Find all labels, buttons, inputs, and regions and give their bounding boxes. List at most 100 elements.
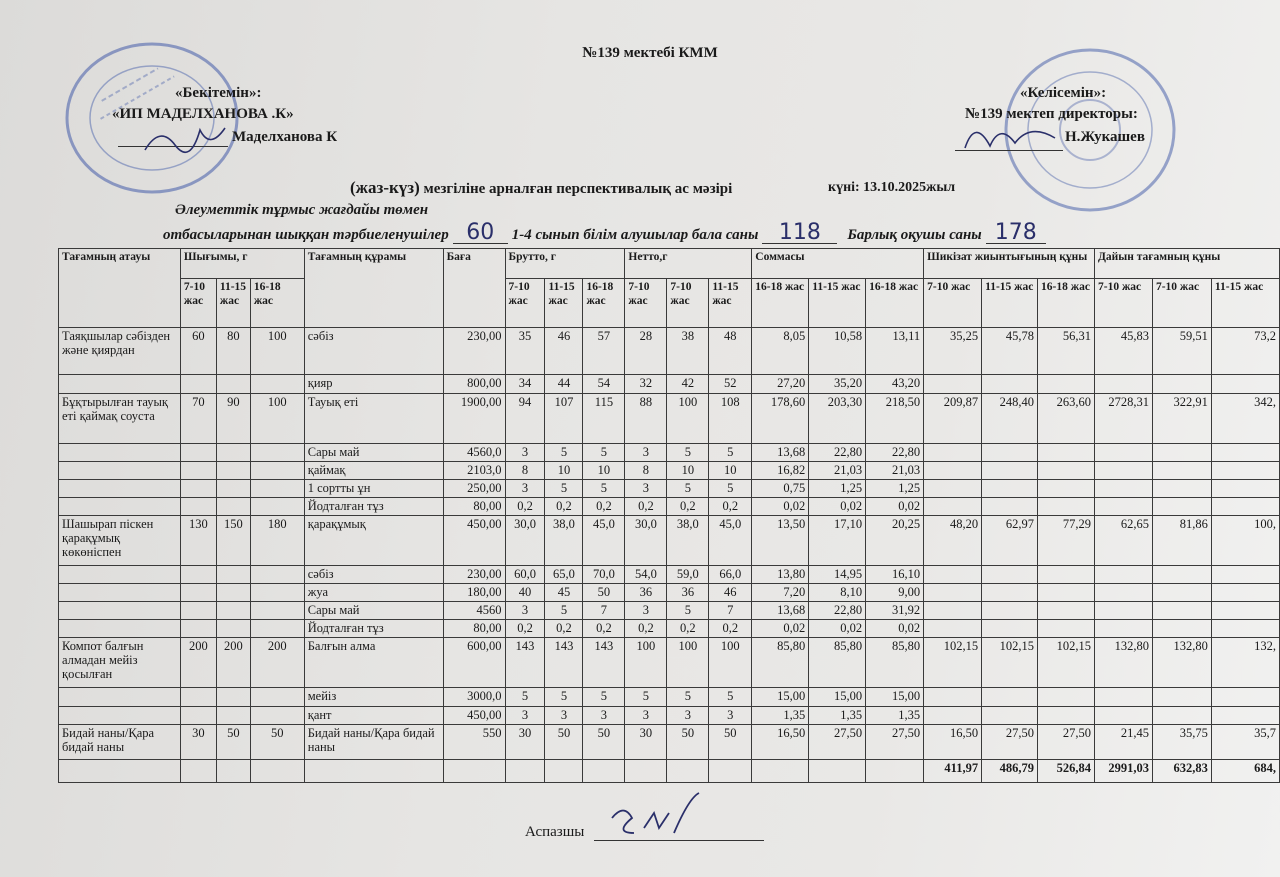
- cook-signature-block: Аспазшы: [525, 792, 765, 841]
- sum-cell: 1,35: [865, 706, 925, 725]
- ready-cost-cell: [1210, 601, 1280, 620]
- netto-cell: 3: [624, 706, 668, 725]
- brutto-cell: 0,2: [544, 497, 584, 516]
- yield-cell: [179, 687, 217, 707]
- raw-cost-cell: [981, 706, 1039, 725]
- ingredient-cell: Бидай наны/Қара бидай наны: [303, 724, 444, 760]
- brutto-cell: 3: [504, 443, 546, 462]
- price-cell: 450,00: [442, 706, 506, 725]
- table-row: Бұқтырылған тауық еті қаймақ соуста 70 90 1…: [58, 393, 1280, 444]
- ready-cost-cell: [1210, 565, 1280, 584]
- brutto-cell: 70,0: [582, 565, 626, 584]
- yield-cell: [249, 461, 305, 480]
- brutto-cell: 0,2: [504, 497, 546, 516]
- ready-cost-cell: [1093, 619, 1153, 638]
- yield-cell: [249, 374, 305, 394]
- sum-cell: 8,05: [751, 327, 810, 375]
- yield-cell: [215, 687, 251, 707]
- table-row: Таяқшылар сәбізден және қиярдан 60 80 100 сә…: [58, 327, 1280, 375]
- brutto-cell: 3: [544, 706, 584, 725]
- ready-cost-cell: [1210, 461, 1280, 480]
- sum-cell: 15,00: [808, 687, 867, 707]
- dish-name-cell: Бұқтырылған тауық еті қаймақ соуста: [58, 393, 181, 444]
- sum-cell: 203,30: [808, 393, 867, 444]
- brutto-cell: 5: [544, 479, 584, 498]
- yield-cell: [215, 706, 251, 725]
- table-row: қияр 800,00 34 44 54 32 42 52 27,20 35,20 43,20: [58, 374, 1280, 394]
- agree-role: №139 мектеп директоры:: [965, 106, 1138, 122]
- raw-cost-cell: [981, 619, 1039, 638]
- price-cell: 80,00: [442, 619, 506, 638]
- yield-cell: [215, 759, 251, 783]
- raw-cost-cell: 16,50: [923, 724, 983, 760]
- brutto-cell: 10: [544, 461, 584, 480]
- brutto-cell: 65,0: [544, 565, 584, 584]
- approve-label: «Бекітемін»:: [175, 85, 262, 101]
- yield-cell: [179, 565, 217, 584]
- ingredient-cell: 1 сортты ұн: [303, 479, 444, 498]
- yield-cell: [215, 374, 251, 394]
- approve-signature: [144, 127, 226, 154]
- header-raw-cost: Шикізат жиынтығының құны: [923, 248, 1095, 279]
- price-cell: 450,00: [442, 515, 506, 566]
- brutto-cell: 5: [544, 601, 584, 620]
- yield-cell: [215, 583, 251, 602]
- netto-cell: 88: [624, 393, 668, 444]
- dish-name-cell: Шашырап піскен қарақұмық көкөніспен: [58, 515, 181, 566]
- ready-cost-cell: 2728,31: [1093, 393, 1153, 444]
- netto-cell: [624, 759, 668, 783]
- ready-cost-cell: [1151, 601, 1212, 620]
- brutto-cell: [582, 759, 626, 783]
- yield-cell: 130: [179, 515, 217, 566]
- ready-cost-cell: [1093, 565, 1153, 584]
- ready-cost-cell: 132,80: [1151, 637, 1212, 688]
- ready-cost-cell: [1093, 601, 1153, 620]
- yield-cell: [215, 497, 251, 516]
- dish-name-cell: [58, 601, 181, 620]
- yield-cell: [249, 583, 305, 602]
- dish-name-cell: [58, 497, 181, 516]
- raw-cost-cell: [1037, 497, 1095, 516]
- brutto-cell: 40: [504, 583, 546, 602]
- raw-cost-cell: [1037, 583, 1095, 602]
- subheader-netto: 7-10 жас: [624, 278, 668, 328]
- yield-cell: [179, 461, 217, 480]
- yield-cell: 80: [215, 327, 251, 375]
- price-cell: 600,00: [442, 637, 506, 688]
- ingredient-cell: Йодталған тұз: [303, 619, 444, 638]
- raw-cost-cell: 56,31: [1037, 327, 1095, 375]
- yield-cell: [215, 461, 251, 480]
- yield-cell: [215, 443, 251, 462]
- ready-cost-cell: [1210, 374, 1280, 394]
- netto-cell: 100: [708, 637, 753, 688]
- raw-cost-cell: [923, 443, 983, 462]
- sum-cell: 178,60: [751, 393, 810, 444]
- brutto-cell: 50: [544, 724, 584, 760]
- raw-cost-cell: 77,29: [1037, 515, 1095, 566]
- table-row: Сары май 4560,0 3 5 5 3 5 5 13,68 22,80 22,80: [58, 443, 1280, 462]
- netto-cell: 5: [708, 443, 753, 462]
- netto-cell: 5: [708, 479, 753, 498]
- ready-cost-cell: [1151, 687, 1212, 707]
- netto-cell: 38: [666, 327, 710, 375]
- grade-label: 1-4 сынып білім алушылар бала саны: [511, 227, 759, 243]
- ready-cost-cell: [1093, 443, 1153, 462]
- netto-cell: [666, 759, 710, 783]
- sum-cell: 0,02: [865, 497, 925, 516]
- sum-cell: 27,50: [865, 724, 925, 760]
- yield-cell: [179, 619, 217, 638]
- menu-date: күні: 13.10.2025жыл: [828, 180, 956, 195]
- table-row: 411,97 486,79 526,84 2991,03 632,83 684,: [58, 759, 1280, 783]
- netto-cell: 100: [666, 393, 710, 444]
- header-price: Баға: [442, 248, 506, 328]
- netto-cell: 45,0: [708, 515, 753, 566]
- dish-name-cell: Таяқшылар сәбізден және қиярдан: [58, 327, 181, 375]
- sum-cell: 1,35: [808, 706, 867, 725]
- subheader-yield: 16-18 жас: [249, 278, 305, 328]
- subheader-raw-cost: 11-15 жас: [981, 278, 1039, 328]
- netto-cell: 0,2: [708, 619, 753, 638]
- menu-title-text: мезгіліне арналған перспективалық ас мәз…: [419, 181, 733, 197]
- ready-cost-cell: [1210, 619, 1280, 638]
- approve-name: Маделханова К: [232, 129, 338, 145]
- header-yield: Шығымы, г: [179, 248, 305, 279]
